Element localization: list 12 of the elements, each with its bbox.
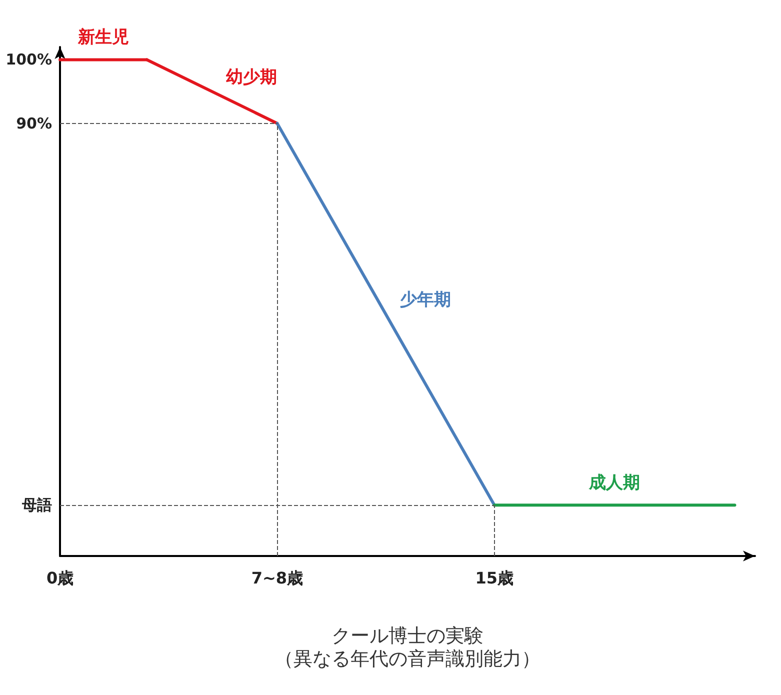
y-tick-label: 100% bbox=[6, 50, 52, 69]
x-tick-label: 7~8歳 bbox=[251, 568, 304, 588]
x-tick-label: 15歳 bbox=[475, 568, 514, 588]
series-label: 新生児 bbox=[76, 28, 129, 48]
y-tick-label: 90% bbox=[16, 114, 52, 132]
series-label: 幼少期 bbox=[226, 68, 278, 88]
series-label: 成人期 bbox=[588, 473, 640, 494]
x-tick-label: 0歳 bbox=[46, 568, 74, 588]
x-axis-title: クール博士の実験 bbox=[332, 625, 484, 647]
y-tick-label: 母語 bbox=[21, 496, 52, 514]
series-label: 少年期 bbox=[400, 290, 451, 310]
text: （異なる年代の音声識別能力） bbox=[274, 648, 540, 670]
